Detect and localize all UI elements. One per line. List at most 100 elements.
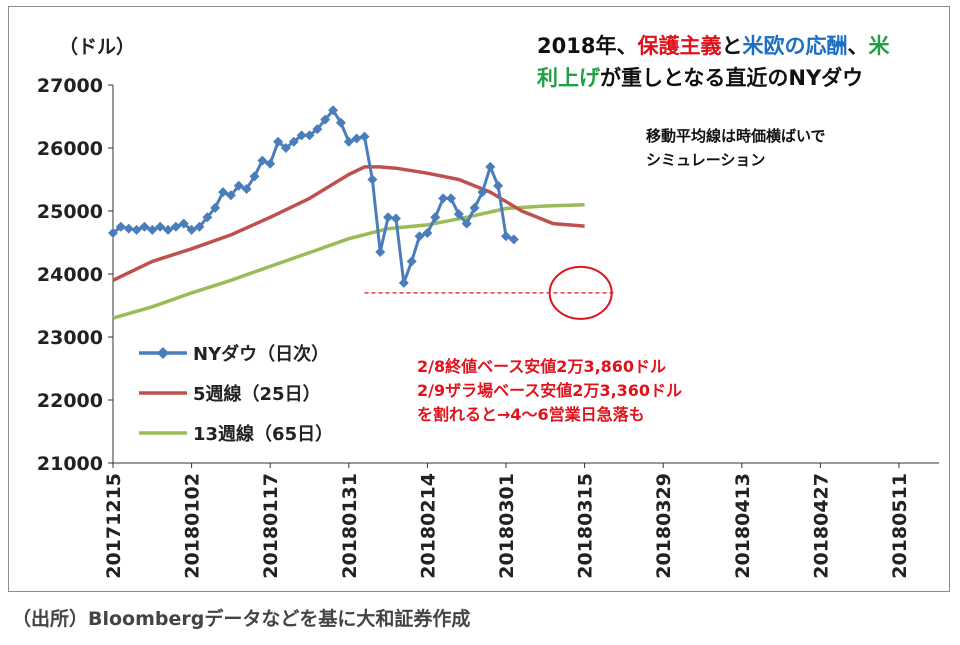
data-point <box>367 174 378 185</box>
data-point <box>461 218 472 229</box>
data-point <box>273 136 284 147</box>
data-point <box>453 209 464 220</box>
chart-frame: 2018年、保護主義と米欧の応酬、米 利上げが重しとなる直近のNYダウ 移動平均線… <box>8 6 950 592</box>
data-point <box>383 212 394 223</box>
data-point <box>304 130 315 141</box>
data-point <box>359 131 370 142</box>
title-line-1-part: 2018年、 <box>537 34 637 58</box>
data-point <box>328 105 339 116</box>
legend: NYダウ（日次） 5週線（25日） 13週線（65日） <box>139 343 333 445</box>
data-point <box>390 213 401 224</box>
series-line <box>112 202 585 320</box>
x-tick-label: 20180427 <box>810 473 832 579</box>
legend-marker <box>157 347 169 359</box>
data-point <box>508 234 519 245</box>
data-point <box>335 117 346 128</box>
data-point <box>115 221 126 232</box>
data-point <box>233 180 244 191</box>
data-point <box>194 221 205 232</box>
legend-label: NYダウ（日次） <box>193 343 329 365</box>
data-point <box>249 171 260 182</box>
overlay-layer <box>364 265 617 320</box>
annotation-text: 2/8終値ベース安値2万3,860ドル 2/9ザラ場ベース安値2万3,360ドルを… <box>417 357 682 424</box>
x-tick-label: 20180117 <box>260 473 282 579</box>
data-point <box>170 221 181 232</box>
data-point <box>477 187 488 198</box>
data-point <box>422 228 433 239</box>
title-line-2-part: が重しとなる直近のNYダウ <box>600 66 863 90</box>
x-tick-label: 20180329 <box>653 473 675 579</box>
data-point <box>398 277 409 288</box>
data-point <box>430 212 441 223</box>
data-point <box>202 212 213 223</box>
legend-label: 5週線（25日） <box>193 383 321 405</box>
data-point <box>178 218 189 229</box>
data-point <box>186 224 197 235</box>
data-point <box>108 228 118 239</box>
data-point <box>123 223 134 234</box>
y-tick-label: 27000 <box>37 75 103 97</box>
data-point <box>147 224 158 235</box>
note-line: 移動平均線は時価横ばいで <box>646 127 826 145</box>
data-point <box>469 202 480 213</box>
data-point <box>343 136 354 147</box>
data-point <box>320 114 331 125</box>
data-point <box>445 193 456 204</box>
data-point <box>414 231 425 242</box>
data-point <box>280 143 291 153</box>
series-line <box>112 165 585 282</box>
data-point <box>493 180 504 191</box>
data-point <box>155 221 166 232</box>
data-point <box>312 124 323 135</box>
y-tick-label: 24000 <box>37 264 103 286</box>
data-point <box>210 202 221 213</box>
y-tick-label: 23000 <box>37 327 103 349</box>
title-line-1-part: 保護主義 <box>636 34 721 58</box>
title-line-1-part: 米欧の応酬 <box>742 34 847 58</box>
title-line-1-part: 米 <box>868 34 890 58</box>
data-point <box>241 183 252 194</box>
highlight-circle <box>548 265 613 320</box>
data-point <box>375 246 386 257</box>
source-caption: （出所）Bloombergデータなどを基に大和証券作成 <box>12 608 471 630</box>
data-point <box>501 231 511 242</box>
series-layer <box>108 105 585 320</box>
note-line: シミュレーション <box>646 151 765 169</box>
x-tick-label: 20180301 <box>496 473 518 579</box>
data-point <box>225 190 236 201</box>
y-unit-label: （ドル） <box>59 35 135 58</box>
title-line-2: 利上げが重しとなる直近のNYダウ <box>537 66 863 90</box>
x-tick-label: 20171215 <box>103 473 125 579</box>
title-line-1: 2018年、保護主義と米欧の応酬、米 <box>537 34 890 58</box>
x-tick-label: 20180315 <box>575 473 597 579</box>
annotation-line: を割れると→4～6営業日急落も <box>417 405 645 424</box>
legend-label: 13週線（65日） <box>193 423 333 445</box>
annotation-line: 2/9ザラ場ベース安値2万3,360ドル <box>417 381 682 400</box>
y-axis: 21000 22000 23000 24000 25000 26000 27000 <box>37 75 113 475</box>
annotation-line: 2/8終値ベース安値2万3,860ドル <box>417 357 666 376</box>
axes-lines <box>112 85 939 464</box>
data-point <box>131 224 142 235</box>
data-point <box>351 133 362 144</box>
y-tick-label: 22000 <box>37 390 103 412</box>
data-point <box>265 158 276 169</box>
data-point <box>257 155 268 166</box>
x-tick-label: 20180511 <box>889 473 911 579</box>
x-axis: 20171215 20180102 20180117 20180131 20180214… <box>103 463 911 579</box>
data-point <box>288 136 299 147</box>
unit-text: （ドル） <box>59 35 135 58</box>
data-point <box>485 161 496 172</box>
data-point <box>406 256 417 267</box>
title-line-1-part: と <box>721 34 742 58</box>
x-tick-label: 20180131 <box>339 473 361 579</box>
data-point <box>139 221 150 232</box>
data-point <box>296 130 307 141</box>
x-tick-label: 20180413 <box>732 473 754 579</box>
title-line-2-part: 利上げ <box>537 66 601 90</box>
data-point <box>218 187 229 198</box>
y-tick-label: 26000 <box>37 138 103 160</box>
x-tick-label: 20180102 <box>182 473 204 579</box>
